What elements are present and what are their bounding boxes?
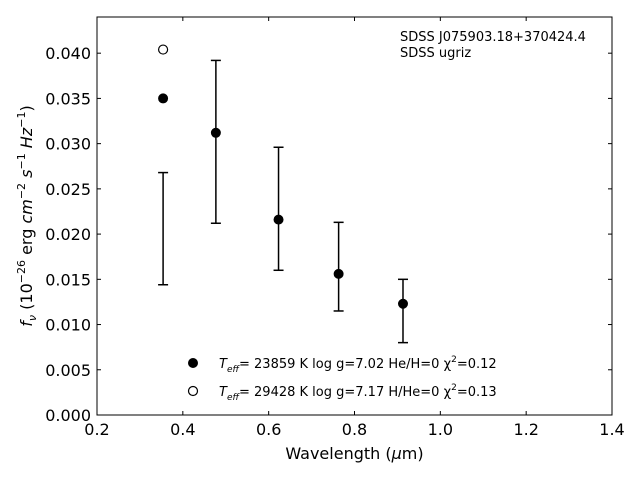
y-tick-label: 0.015 <box>45 270 91 289</box>
x-tick-label: 0.6 <box>256 420 281 439</box>
plot-frame <box>96 16 613 416</box>
x-tick-label: 1.0 <box>428 420 453 439</box>
legend-marker-filled <box>188 358 198 368</box>
x-tick-label: 0.4 <box>170 420 195 439</box>
model-point-filled <box>333 268 344 279</box>
x-tick-label: 1.4 <box>599 420 624 439</box>
error-bar <box>333 221 344 312</box>
x-axis-label: Wavelength (μm) <box>285 444 423 463</box>
model-point-filled <box>397 298 408 309</box>
y-tick-label: 0.000 <box>45 406 91 425</box>
legend-label-2: Teff= 29428 K log g=7.17 H/He=0 χ2=0.13 <box>219 383 497 403</box>
y-tick-label: 0.010 <box>45 316 91 335</box>
object-name-annotation: SDSS J075903.18+370424.4 <box>400 30 586 45</box>
legend-label-1: Teff= 23859 K log g=7.02 He/H=0 χ2=0.12 <box>219 355 497 375</box>
x-tick-label: 1.2 <box>513 420 538 439</box>
y-tick-label: 0.020 <box>45 225 91 244</box>
error-bars <box>158 59 408 344</box>
legend-marker-open <box>187 385 199 397</box>
x-tick-label: 0.8 <box>342 420 367 439</box>
error-bar <box>273 146 284 272</box>
x-tick-label: 0.2 <box>84 420 109 439</box>
filter-set-annotation: SDSS ugriz <box>400 46 471 61</box>
y-tick-label: 0.040 <box>45 44 91 63</box>
axis-ticks: 0.2 0.4 0.6 0.8 1.0 1.2 1.4 0.000 0.005 0.010 0.01… <box>45 17 625 439</box>
error-bar <box>158 171 169 286</box>
error-bar <box>397 278 408 344</box>
error-bar <box>210 59 221 224</box>
y-tick-label: 0.025 <box>45 180 91 199</box>
model-point-filled <box>158 93 169 104</box>
model-point-filled <box>273 214 284 225</box>
model-point-open <box>157 44 169 55</box>
y-tick-label: 0.035 <box>45 89 91 108</box>
legend: Teff= 23859 K log g=7.02 He/H=0 χ2=0.12 … <box>187 355 497 403</box>
model-point-filled <box>210 127 221 138</box>
y-axis-label: fν (10−26 erg cm−2 s−1 Hz−1) <box>15 105 39 326</box>
y-tick-label: 0.030 <box>45 135 91 154</box>
data-points <box>157 44 408 309</box>
y-tick-label: 0.005 <box>45 361 91 380</box>
